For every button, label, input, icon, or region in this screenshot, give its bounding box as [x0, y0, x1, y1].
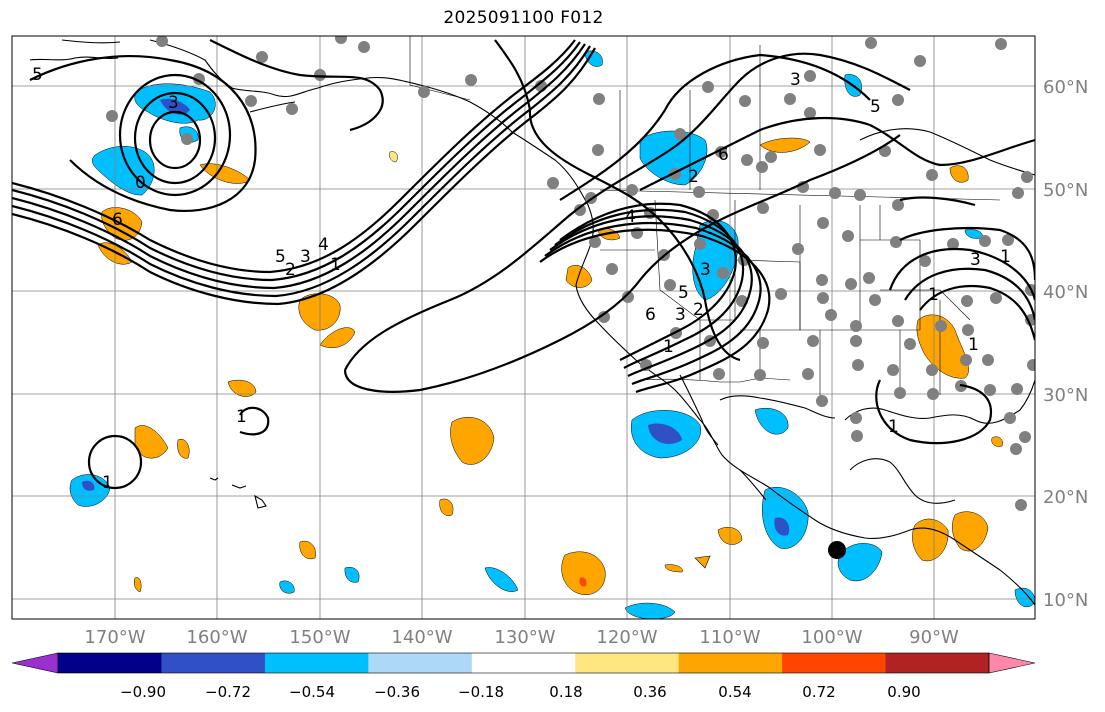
- colorbar-tick-label: 0.90: [887, 683, 920, 701]
- contour-label: 3: [675, 305, 686, 325]
- contour-labels: 5 3 0 6 4 3 2 1 5 6 4 3 2 1 6 5 3 2 1 1 …: [32, 65, 1011, 493]
- lat-label: 20°N: [1043, 487, 1088, 508]
- contour-label: 3: [970, 250, 981, 270]
- colorbar-extend-low: [11, 652, 59, 674]
- latitude-labels: 60°N 50°N 40°N 30°N 20°N 10°N: [1043, 77, 1088, 611]
- contour-label: 5: [678, 283, 689, 303]
- colorbar-segment: [885, 653, 990, 673]
- colorbar-segment: [678, 653, 783, 673]
- colorbar-segment: [575, 653, 680, 673]
- contour-label: 3: [700, 260, 711, 280]
- contour-label: 6: [718, 145, 729, 165]
- map-frame: [11, 35, 1036, 620]
- lon-label: 90°W: [909, 627, 959, 648]
- height-contours: [12, 39, 1035, 490]
- colorbar-tick-label: 0.54: [718, 683, 751, 701]
- contour-label: 2: [688, 167, 699, 187]
- lon-label: 130°W: [494, 627, 555, 648]
- contour-label: 6: [645, 305, 656, 325]
- lon-label: 140°W: [391, 627, 452, 648]
- contour-label: 1: [888, 417, 899, 437]
- colorbar-extend-high: [988, 652, 1036, 674]
- map-title: 2025091100 F012: [443, 8, 604, 28]
- colorbar-tick-label: −0.90: [120, 683, 166, 701]
- colorbar-tick-label: −0.54: [289, 683, 335, 701]
- longitude-labels: 170°W 160°W 150°W 140°W 130°W 120°W 110°…: [84, 627, 959, 648]
- contour-label: 1: [330, 255, 341, 275]
- contour-label: 3: [790, 70, 801, 90]
- contour-label: 3: [168, 93, 179, 113]
- colorbar-tick-label: 0.72: [802, 683, 835, 701]
- contour-label: 1: [236, 407, 247, 427]
- contour-label: 0: [135, 173, 146, 193]
- contour-label: 1: [928, 285, 939, 305]
- contour-label: 3: [300, 247, 311, 267]
- colorbar-segment: [264, 653, 369, 673]
- lon-label: 170°W: [84, 627, 145, 648]
- colorbar-segment: [782, 653, 887, 673]
- contour-label: 1: [1000, 247, 1011, 267]
- lat-label: 40°N: [1043, 282, 1088, 303]
- contour-label: 4: [318, 235, 329, 255]
- lat-label: 10°N: [1043, 590, 1088, 611]
- colorbar-tick-label: −0.36: [374, 683, 420, 701]
- lon-label: 110°W: [699, 627, 760, 648]
- colorbar-tick-label: 0.18: [549, 683, 582, 701]
- colorbar-frame: [57, 652, 990, 674]
- lon-label: 120°W: [596, 627, 657, 648]
- contour-label: 5: [870, 97, 881, 117]
- contour-label: 2: [693, 300, 704, 320]
- colorbar-segment: [58, 653, 162, 673]
- contour-label: 6: [112, 210, 123, 230]
- lon-label: 150°W: [289, 627, 350, 648]
- lon-label: 160°W: [186, 627, 247, 648]
- contour-label: 1: [102, 473, 113, 493]
- contour-label: 1: [663, 337, 674, 357]
- lat-label: 30°N: [1043, 385, 1088, 406]
- lat-label: 50°N: [1043, 180, 1088, 201]
- colorbar-tick-labels: −0.90 −0.72 −0.54 −0.36 −0.18 0.18 0.36 …: [120, 683, 921, 701]
- station-markers: [106, 36, 1035, 511]
- contour-label: 5: [32, 65, 43, 85]
- colorbar-tick-label: −0.18: [458, 683, 504, 701]
- contour-label: 2: [285, 260, 296, 280]
- coastlines: [29, 39, 1035, 606]
- colorbar-tick-label: 0.36: [633, 683, 666, 701]
- contour-label: 1: [968, 335, 979, 355]
- lat-label: 60°N: [1043, 77, 1088, 98]
- colorbar-tick-label: −0.72: [205, 683, 251, 701]
- colorbar: [11, 652, 1036, 674]
- colorbar-segment: [471, 653, 576, 673]
- colorbar-segment: [368, 653, 473, 673]
- lon-label: 100°W: [801, 627, 862, 648]
- black-dot-marker: [828, 541, 846, 559]
- contour-label: 4: [625, 207, 636, 227]
- contour-label: 5: [275, 247, 286, 267]
- colorbar-segment: [161, 653, 266, 673]
- graticule: [12, 36, 1035, 619]
